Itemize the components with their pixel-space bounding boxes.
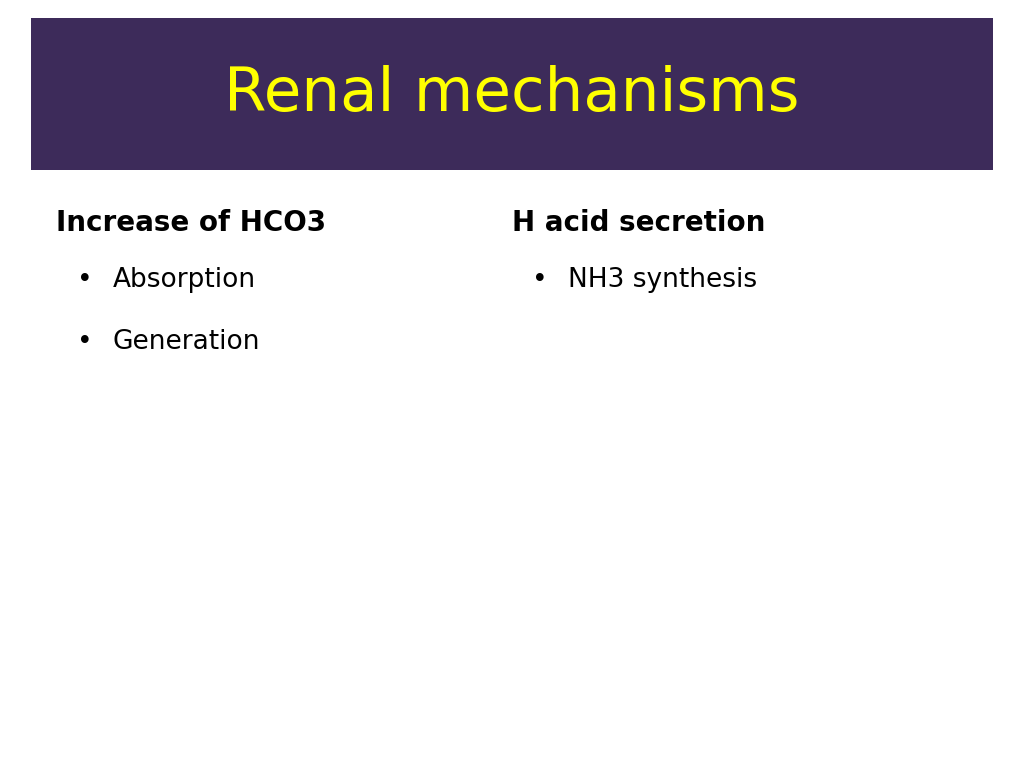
Text: NH3 synthesis: NH3 synthesis	[568, 267, 758, 293]
Text: Generation: Generation	[113, 329, 260, 355]
FancyBboxPatch shape	[31, 18, 993, 170]
Text: •: •	[532, 267, 548, 293]
Text: Increase of HCO3: Increase of HCO3	[56, 209, 327, 237]
Text: •: •	[77, 329, 92, 355]
Text: •: •	[77, 267, 92, 293]
Text: H acid secretion: H acid secretion	[512, 209, 765, 237]
Text: Renal mechanisms: Renal mechanisms	[224, 65, 800, 124]
Text: Absorption: Absorption	[113, 267, 256, 293]
